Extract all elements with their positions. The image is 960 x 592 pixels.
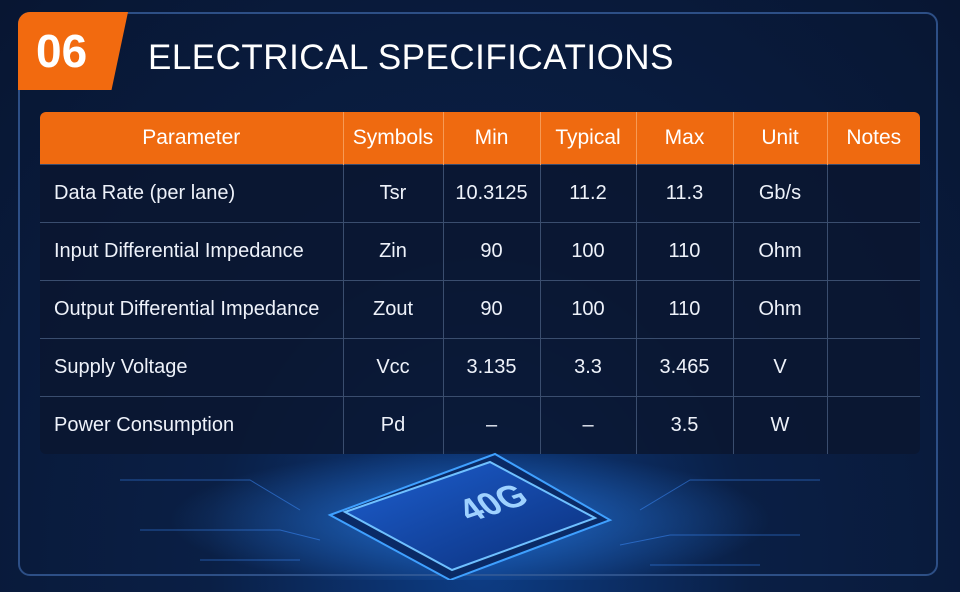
column-header: Unit xyxy=(733,112,828,165)
table-cell: Ohm xyxy=(733,280,828,339)
table-cell: V xyxy=(733,338,828,397)
table-row: Output Differential Impedance Zout 90 100 11… xyxy=(40,280,920,339)
empty-cell xyxy=(827,222,920,281)
empty-cell xyxy=(827,338,920,397)
table-cell: W xyxy=(733,396,828,454)
column-header: Max xyxy=(636,112,734,165)
table-row: Power Consumption Pd – –3.5 W xyxy=(40,396,920,454)
table-cell: Pd xyxy=(343,396,444,454)
column-header: Typical xyxy=(540,112,637,165)
table-cell: – xyxy=(540,396,637,454)
column-header: Min xyxy=(443,112,541,165)
column-header: Notes xyxy=(827,112,920,165)
empty-cell xyxy=(827,396,920,454)
empty-cell xyxy=(827,280,920,339)
table-cell: Output Differential Impedance xyxy=(40,280,344,339)
table-cell: – xyxy=(443,396,541,454)
table-row: Data Rate (per lane) Tsr 10.3125 11.2 11.3 Gb… xyxy=(40,164,920,223)
section-number: 06 xyxy=(36,25,88,77)
table-cell: Power Consumption xyxy=(40,396,344,454)
table-cell: Input Differential Impedance xyxy=(40,222,344,281)
table-cell: Zout xyxy=(343,280,444,339)
table-cell: Ohm xyxy=(733,222,828,281)
column-header: Parameter xyxy=(40,112,344,165)
column-header: Symbols xyxy=(343,112,444,165)
section-tab xyxy=(18,12,128,90)
chip-illustration: 40G xyxy=(120,450,820,580)
table-cell: 110 xyxy=(636,280,734,339)
table-cell: 110 xyxy=(636,222,734,281)
table-row: Input Differential Impedance Zin 90 100 110 O… xyxy=(40,222,920,281)
table-cell: 3.5 xyxy=(636,396,734,454)
table-cell: Tsr xyxy=(343,164,444,223)
table-cell: 100 xyxy=(540,280,637,339)
header-row: Parameter Symbols Min Typical Max Unit Notes xyxy=(40,112,920,165)
table-cell: 10.3125 xyxy=(443,164,541,223)
table-cell: 90 xyxy=(443,222,541,281)
table-cell: 11.2 xyxy=(540,164,637,223)
table-cell: Gb/s xyxy=(733,164,828,223)
table-cell: 3.465 xyxy=(636,338,734,397)
table-row: Supply Voltage Vcc 3.135 3.3 3.465 V xyxy=(40,338,920,397)
table-cell: 90 xyxy=(443,280,541,339)
table-cell: 100 xyxy=(540,222,637,281)
table-cell: Vcc xyxy=(343,338,444,397)
table-cell: 3.3 xyxy=(540,338,637,397)
section-title: ELECTRICAL SPECIFICATIONS xyxy=(148,38,674,77)
table-cell: Zin xyxy=(343,222,444,281)
table-cell: Data Rate (per lane) xyxy=(40,164,344,223)
table-cell: Supply Voltage xyxy=(40,338,344,397)
empty-cell xyxy=(827,164,920,223)
table-cell: 11.3 xyxy=(636,164,734,223)
spec-table: Parameter Symbols Min Typical Max Unit Notes D… xyxy=(40,112,920,454)
table-cell: 3.135 xyxy=(443,338,541,397)
